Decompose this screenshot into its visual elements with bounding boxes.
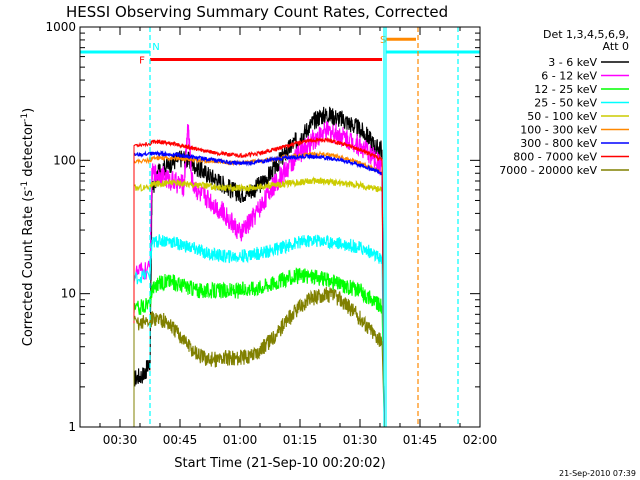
legend-label-800-7000-kev: 800 - 7000 keV bbox=[513, 151, 597, 164]
series-line-7000-20000-kev bbox=[133, 286, 383, 368]
legend-label-12-25-kev: 12 - 25 keV bbox=[534, 83, 597, 96]
y-axis-label-sup1: -1 bbox=[20, 181, 30, 190]
x-tick-label: 02:00 bbox=[463, 433, 498, 447]
legend-label-300-800-kev: 300 - 800 keV bbox=[520, 137, 597, 150]
y-axis-label-end: ) bbox=[21, 108, 36, 113]
series-line-800-7000-kev bbox=[134, 136, 383, 162]
series-line-300-800-kev bbox=[133, 149, 383, 176]
legend-label-3-6-kev: 3 - 6 keV bbox=[548, 56, 597, 69]
y-tick-label: 1 bbox=[68, 420, 76, 434]
x-axis-label: Start Time (21-Sep-10 00:20:02) bbox=[174, 456, 385, 471]
timestamp: 21-Sep-2010 07:39 bbox=[559, 469, 636, 478]
chart-title: HESSI Observing Summary Count Rates, Cor… bbox=[66, 3, 448, 21]
series-line-12-25-kev bbox=[133, 267, 383, 315]
x-tick-label: 00:30 bbox=[103, 433, 138, 447]
legend-label-25-50-kev: 25 - 50 keV bbox=[534, 97, 597, 110]
x-tick-label: 01:15 bbox=[283, 433, 318, 447]
y-axis-label: Corrected Count Rate (s-1 detector-1) bbox=[20, 108, 36, 346]
y-axis-label-mid: detector bbox=[21, 121, 36, 181]
series-line-3-6-kev bbox=[133, 106, 383, 387]
series-line-6-12-kev bbox=[133, 121, 383, 283]
legend-label-7000-20000-kev: 7000 - 20000 keV bbox=[499, 164, 597, 177]
x-tick-label: 01:00 bbox=[223, 433, 258, 447]
series-line-50-100-kev bbox=[133, 176, 383, 193]
y-axis-label-main: Corrected Count Rate (s bbox=[21, 190, 36, 347]
series-line-25-50-kev bbox=[133, 234, 383, 285]
legend-title-line2: Att 0 bbox=[603, 40, 629, 53]
x-tick-label: 01:30 bbox=[343, 433, 378, 447]
x-axis: 00:30 00:45 01:00 01:15 01:30 01:45 02:00 bbox=[79, 27, 498, 447]
y-tick-label: 1000 bbox=[45, 20, 76, 34]
flag-label-f: F bbox=[139, 56, 145, 67]
flag-label-n: N bbox=[152, 42, 159, 53]
flag-layer: NF S bbox=[80, 35, 480, 67]
legend-label-50-100-kev: 50 - 100 keV bbox=[527, 110, 597, 123]
y-tick-label: 100 bbox=[53, 153, 76, 167]
y-axis-label-sup2: -1 bbox=[20, 113, 30, 122]
x-tick-label: 00:45 bbox=[163, 433, 198, 447]
y-tick-label: 10 bbox=[61, 287, 76, 301]
series-layer bbox=[133, 106, 385, 428]
legend-label-6-12-kev: 6 - 12 keV bbox=[541, 70, 597, 83]
flag-label-s: S bbox=[380, 35, 386, 46]
vertical-lines-layer bbox=[149, 27, 459, 427]
legend-label-100-300-kev: 100 - 300 keV bbox=[520, 124, 597, 137]
x-tick-label: 01:45 bbox=[403, 433, 438, 447]
legend-title-line1: Det 1,3,4,5,6,9, bbox=[543, 28, 629, 41]
y-axis: 1 10 100 1000 bbox=[45, 20, 480, 434]
